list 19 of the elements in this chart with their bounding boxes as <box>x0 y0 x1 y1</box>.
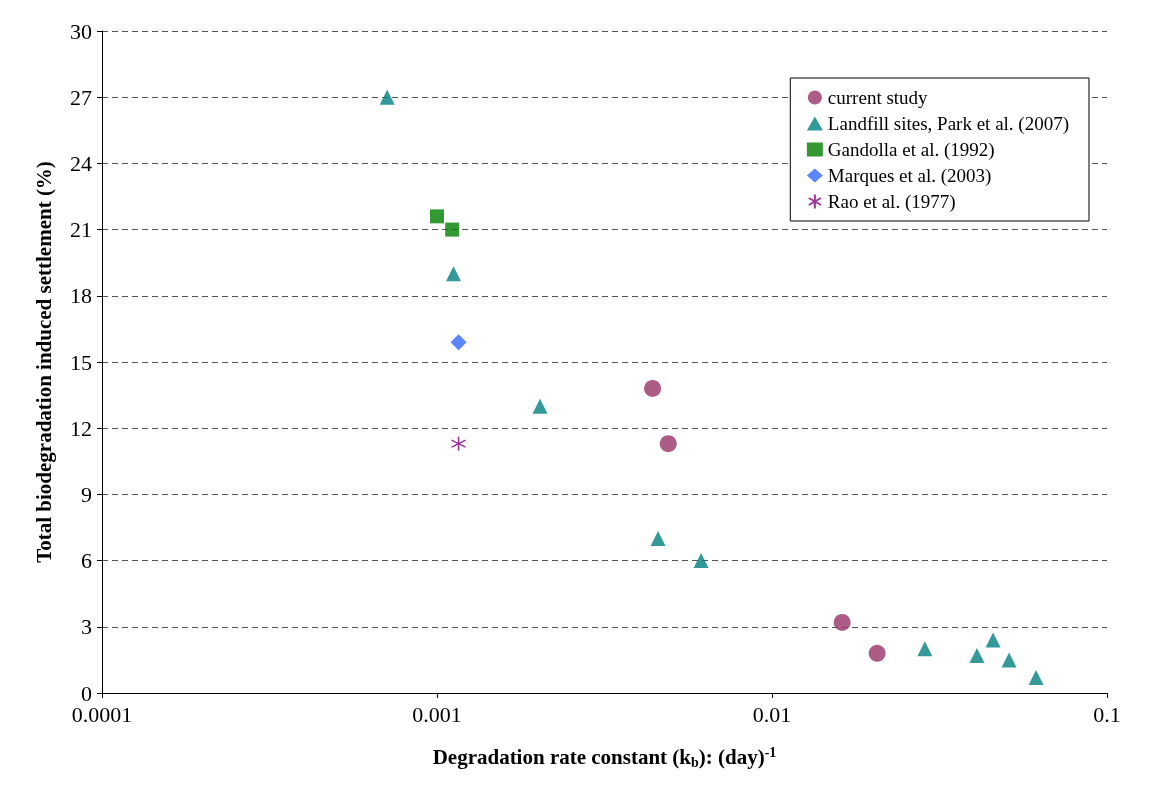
y-tick-label: 9 <box>81 481 92 507</box>
x-tick-label: 0.001 <box>412 701 462 727</box>
x-tick-label: 0.1 <box>1093 701 1121 727</box>
legend-label: Gandolla et al. (1992) <box>827 139 995 161</box>
y-tick-label: 30 <box>70 18 92 44</box>
legend-label: Landfill sites, Park et al. (2007) <box>827 113 1069 135</box>
y-tick-label: 27 <box>70 84 92 110</box>
x-tick-label: 0.01 <box>752 701 792 727</box>
y-tick-label: 12 <box>70 415 92 441</box>
y-tick-label: 15 <box>70 349 92 375</box>
y-tick-label: 24 <box>70 150 92 176</box>
y-tick-label: 21 <box>70 217 92 243</box>
y-tick-label: 18 <box>70 283 92 309</box>
legend-label: current study <box>827 87 929 108</box>
y-tick-label: 3 <box>81 614 92 640</box>
legend-label: Marques et al. (2003) <box>827 165 992 187</box>
y-axis-title: Total biodegradation induced settlement (%) <box>31 161 56 563</box>
y-tick-label: 6 <box>81 548 92 574</box>
legend-label: Rao et al. (1977) <box>827 191 956 213</box>
